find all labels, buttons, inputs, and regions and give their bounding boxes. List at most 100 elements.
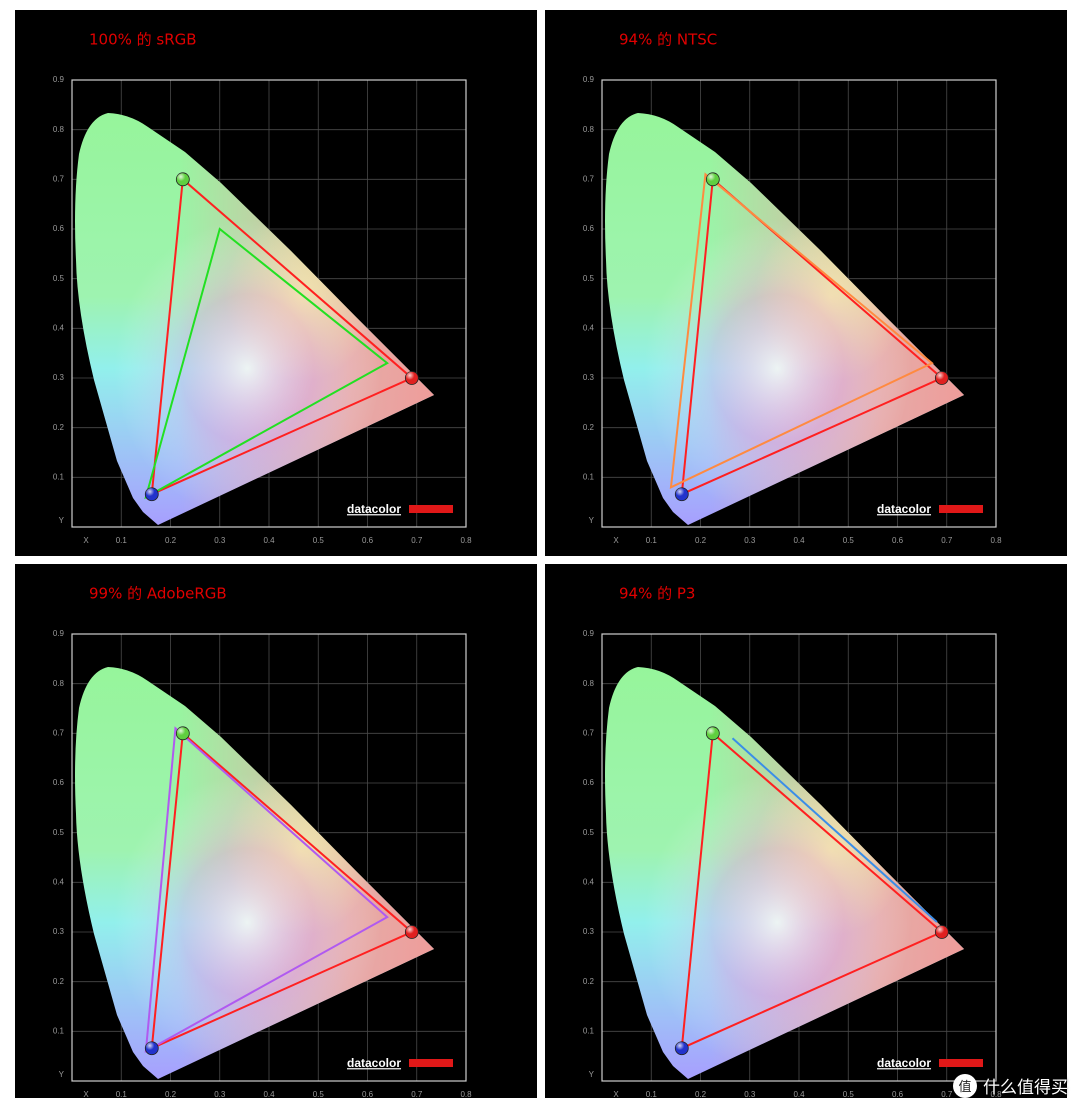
- plot-frame: [71, 79, 467, 528]
- logo-text: datacolor: [347, 1056, 401, 1070]
- gamut-panel: 0.1 0.2 0.3 0.4 0.5 0.6 0.7 0.8 0.1 0.2 0.3 0.4 0.5 0…: [545, 10, 1067, 556]
- gamut-triangle: [731, 737, 938, 923]
- logo-bar: [409, 505, 453, 513]
- x-tick-label: 0.2: [695, 1090, 707, 1098]
- x-axis-label: X: [83, 1090, 89, 1098]
- y-tick-label: 0.7: [53, 728, 65, 737]
- marker-shine: [706, 172, 720, 186]
- chart-title: 94% 的 NTSC: [619, 31, 717, 49]
- y-tick-label: 0.6: [583, 778, 595, 787]
- y-tick-label: 0.5: [53, 828, 65, 837]
- chart-title: 100% 的 sRGB: [89, 31, 197, 49]
- y-tick-label: 0.6: [583, 224, 595, 233]
- marker-shine: [176, 726, 190, 740]
- y-tick-label: 0.6: [53, 778, 65, 787]
- y-axis-label: Y: [59, 516, 65, 525]
- marker-shine: [675, 1041, 689, 1055]
- x-tick-label: 0.8: [990, 536, 1002, 545]
- x-tick-label: 0.2: [165, 536, 177, 545]
- marker-shine: [145, 487, 159, 501]
- y-axis-label: Y: [59, 1070, 65, 1079]
- x-tick-label: 0.1: [116, 1090, 128, 1098]
- gamut-triangle: [150, 731, 414, 1050]
- gamut-panel: 0.1 0.2 0.3 0.4 0.5 0.6 0.7 0.8 0.1 0.2 0.3 0.4 0.5 0…: [15, 10, 537, 556]
- chart-title: 99% 的 AdobeRGB: [89, 585, 227, 603]
- gamut-triangle: [150, 177, 414, 496]
- y-tick-label: 0.8: [53, 679, 65, 688]
- logo-bar: [939, 505, 983, 513]
- x-tick-label: 0.5: [313, 1090, 325, 1098]
- y-tick-label: 0.1: [583, 472, 595, 481]
- marker-shine: [405, 925, 419, 939]
- y-tick-label: 0.6: [53, 224, 65, 233]
- x-tick-label: 0.6: [892, 536, 904, 545]
- logo-bar: [939, 1059, 983, 1067]
- x-tick-label: 0.4: [793, 536, 805, 545]
- marker-shine: [935, 371, 949, 385]
- logo-text: datacolor: [877, 502, 931, 516]
- y-tick-label: 0.7: [583, 728, 595, 737]
- x-tick-label: 0.5: [313, 536, 325, 545]
- y-tick-label: 0.9: [583, 629, 595, 638]
- x-tick-label: 0.3: [214, 536, 226, 545]
- watermark-icon: 值: [953, 1073, 977, 1098]
- x-tick-label: 0.7: [941, 1090, 953, 1098]
- y-tick-label: 0.8: [583, 679, 595, 688]
- x-tick-label: 0.5: [843, 536, 855, 545]
- x-tick-label: 0.3: [214, 1090, 226, 1098]
- x-tick-label: 0.8: [460, 1090, 472, 1098]
- y-tick-label: 0.7: [583, 174, 595, 183]
- x-tick-label: 0.4: [263, 536, 275, 545]
- gamut-triangle: [669, 172, 934, 489]
- marker-shine: [176, 172, 190, 186]
- logo-bar: [409, 1059, 453, 1067]
- y-tick-label: 0.1: [53, 472, 65, 481]
- x-tick-label: 0.1: [116, 536, 128, 545]
- y-tick-label: 0.2: [53, 977, 65, 986]
- watermark: 值 什么值得买: [953, 1073, 1068, 1098]
- y-tick-label: 0.8: [583, 125, 595, 134]
- y-tick-label: 0.9: [53, 629, 65, 638]
- y-tick-label: 0.9: [53, 75, 65, 84]
- y-tick-label: 0.2: [583, 977, 595, 986]
- x-axis-label: X: [613, 1090, 619, 1098]
- gamut-panel: 0.1 0.2 0.3 0.4 0.5 0.6 0.7 0.8 0.1 0.2 0.3 0.4 0.5 0…: [545, 564, 1067, 1098]
- x-tick-label: 0.1: [646, 536, 658, 545]
- y-tick-label: 0.3: [583, 373, 595, 382]
- y-tick-label: 0.3: [53, 373, 65, 382]
- marker-shine: [145, 1041, 159, 1055]
- gamut-panel: 0.1 0.2 0.3 0.4 0.5 0.6 0.7 0.8 0.1 0.2 0.3 0.4 0.5 0…: [15, 564, 537, 1098]
- y-tick-label: 0.2: [583, 423, 595, 432]
- y-tick-label: 0.4: [583, 323, 595, 332]
- y-tick-label: 0.1: [583, 1026, 595, 1035]
- y-tick-label: 0.5: [53, 274, 65, 283]
- y-axis-label: Y: [589, 1070, 595, 1079]
- x-tick-label: 0.8: [460, 536, 472, 545]
- y-tick-label: 0.4: [583, 877, 595, 886]
- x-tick-label: 0.4: [793, 1090, 805, 1098]
- x-tick-label: 0.2: [695, 536, 707, 545]
- x-tick-label: 0.8: [990, 1090, 1002, 1098]
- x-tick-label: 0.7: [941, 536, 953, 545]
- y-tick-label: 0.7: [53, 174, 65, 183]
- watermark-text: 什么值得买: [983, 1078, 1068, 1098]
- x-tick-label: 0.7: [411, 536, 423, 545]
- gamut-triangle: [144, 726, 389, 1053]
- x-tick-label: 0.3: [744, 536, 756, 545]
- logo-text: datacolor: [347, 502, 401, 516]
- gamut-triangle: [680, 177, 944, 496]
- y-tick-label: 0.3: [583, 927, 595, 936]
- x-tick-label: 0.1: [646, 1090, 658, 1098]
- marker-shine: [706, 726, 720, 740]
- marker-shine: [935, 925, 949, 939]
- y-tick-label: 0.4: [53, 323, 65, 332]
- gamut-triangle: [144, 227, 389, 500]
- x-tick-label: 0.6: [362, 1090, 374, 1098]
- x-tick-label: 0.6: [362, 536, 374, 545]
- x-axis-label: X: [613, 536, 619, 545]
- marker-shine: [405, 371, 419, 385]
- y-tick-label: 0.3: [53, 927, 65, 936]
- x-tick-label: 0.5: [843, 1090, 855, 1098]
- plot-frame: [601, 633, 997, 1082]
